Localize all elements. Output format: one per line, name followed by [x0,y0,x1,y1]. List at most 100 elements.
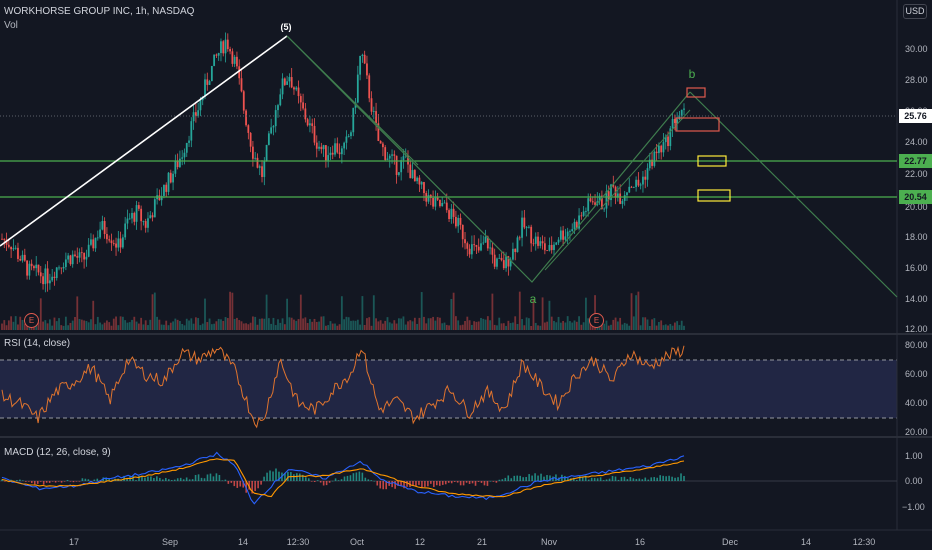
volume-bar [466,316,469,330]
candle-body [297,87,300,97]
candle-body [680,109,683,117]
volume-bar [229,291,231,330]
candle-body [352,107,355,133]
price-tick: 28.00 [905,75,928,85]
macd-line [1,451,685,505]
candle-body [19,258,22,261]
macd-histogram-bar [456,481,459,483]
earnings-marker[interactable]: E [589,313,604,328]
candle-body [502,260,505,269]
volume-bar [1,323,3,330]
volume-bar [582,322,585,330]
impulse-wave-line[interactable] [0,35,288,247]
candle-body [423,182,425,194]
volume-bar [165,320,168,330]
macd-legend[interactable]: MACD (12, 26, close, 9) [4,447,111,458]
volume-bar [575,321,578,330]
candle-body [190,121,193,141]
volume-bar [516,323,519,330]
candle-body [96,237,99,239]
macd-histogram-bar [674,477,676,481]
volume-bar [283,324,286,330]
macd-histogram-bar [194,474,197,481]
candle-body [172,173,174,183]
volume-bar [404,324,407,330]
candle-body [197,110,200,117]
candle-body [379,140,382,144]
volume-bar [621,324,624,330]
support-box-yellow[interactable] [697,189,731,202]
candle-body [589,198,592,202]
macd-histogram-bar [510,478,513,481]
volume-bar [119,316,122,330]
volume-bar [67,325,70,330]
candle-body [372,111,375,112]
resistance-box-red[interactable] [675,117,720,132]
candle-body [204,79,206,97]
price-tick: 16.00 [905,263,928,273]
macd-histogram-bar [284,472,286,481]
rsi-legend[interactable]: RSI (14, close) [4,338,71,349]
candle-body [283,78,286,85]
candle-body [484,236,487,243]
target-box-red[interactable] [686,87,706,98]
volume-bar [400,318,403,330]
macd-histogram-bar [51,481,54,482]
volume-bar [320,316,323,330]
candle-body [90,239,92,245]
volume-bar [142,324,145,330]
macd-histogram-bar [647,479,650,481]
volume-bar [500,323,503,330]
macd-histogram-bar [197,474,200,481]
candle-body [443,202,446,204]
candle-body [655,151,658,154]
volume-bar [461,324,464,330]
candle-body [213,54,216,66]
candle-body [304,108,307,120]
volume-bar [548,300,551,330]
volume-bar [457,320,460,330]
volume-bar [7,320,10,330]
volume-bar [160,324,163,330]
macd-histogram-bar [72,481,75,483]
channel-lower-line[interactable] [544,109,691,271]
earnings-marker[interactable]: E [24,313,39,328]
candle-body [521,217,523,238]
volume-bar [587,318,590,330]
macd-histogram-bar [236,481,239,488]
support-box-yellow[interactable] [697,155,727,167]
currency-button[interactable]: USD [903,4,927,19]
candle-body [569,231,571,232]
macd-histogram-bar [334,478,337,481]
channel-upper-line[interactable] [286,35,419,166]
volume-bar [525,317,528,330]
volume-bar [313,318,316,330]
abc-wave-lines[interactable] [286,35,691,283]
candle-body [117,238,120,248]
wave-b-label: b [688,67,696,81]
volume-bar [566,316,569,330]
volume-bar [616,321,619,330]
volume-bar [450,298,453,330]
volume-bar [557,316,560,330]
macd-histogram-bar [304,477,307,481]
candle-body [78,252,81,258]
candle-body [295,87,298,90]
volume-legend[interactable]: Vol [4,20,18,31]
volume-bar [642,317,644,330]
symbol-title[interactable]: WORKHORSE GROUP INC, 1h, NASDAQ [4,6,195,17]
macd-histogram-bar [522,477,524,481]
candle-body [224,39,227,54]
rsi-plot [1,345,685,429]
candle-body [240,78,243,92]
projection-line[interactable] [689,91,898,298]
volume-bar [391,323,393,330]
macd-histogram-bar [78,481,81,482]
macd-histogram-bar [66,480,69,481]
candle-body [115,243,117,248]
volume-bar [397,318,400,330]
volume-bar [475,321,478,330]
candle-body [21,254,24,261]
candle-body [676,119,679,123]
